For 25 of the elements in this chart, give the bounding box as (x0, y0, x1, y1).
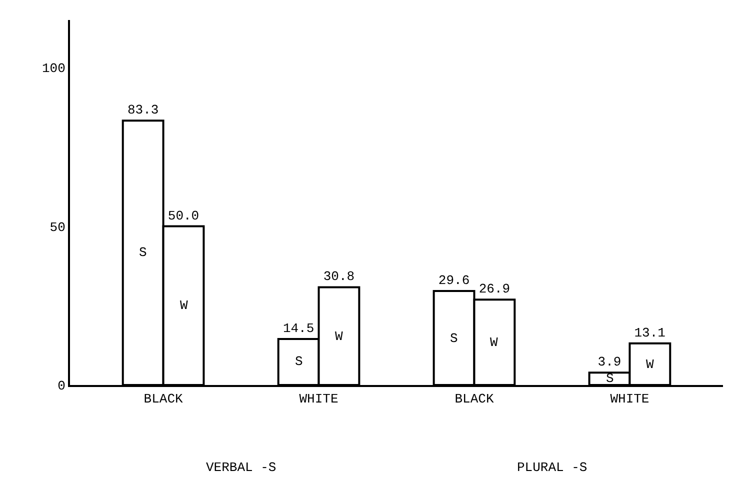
text: 26.9 (478, 282, 510, 297)
text: 13.1 (634, 325, 666, 340)
x-tick-label: BLACK (144, 392, 183, 407)
series-label: W (646, 357, 654, 372)
text: S (139, 245, 147, 260)
text: 3.9 (598, 354, 622, 370)
text: PLURAL -S (517, 460, 588, 475)
text: 14.5 (282, 320, 314, 336)
series-label: S (606, 371, 614, 386)
text: W (490, 335, 498, 350)
text: 83.3 (127, 102, 159, 118)
text: VERBAL -S (206, 460, 276, 475)
y-tick-label: 50 (50, 220, 66, 235)
y-tick-label: 100 (42, 61, 66, 76)
text: 29.6 (438, 273, 470, 288)
x-tick-label: BLACK (454, 392, 494, 407)
y-tick-label: 0 (58, 378, 66, 394)
x-tick-label: WHITE (610, 392, 650, 407)
text: W (180, 298, 188, 313)
text: S (295, 354, 303, 369)
text: 50.0 (168, 208, 200, 224)
text: 30.8 (323, 269, 355, 284)
x-tick-label: WHITE (299, 392, 338, 407)
text: W (335, 329, 343, 344)
text: S (450, 331, 458, 346)
